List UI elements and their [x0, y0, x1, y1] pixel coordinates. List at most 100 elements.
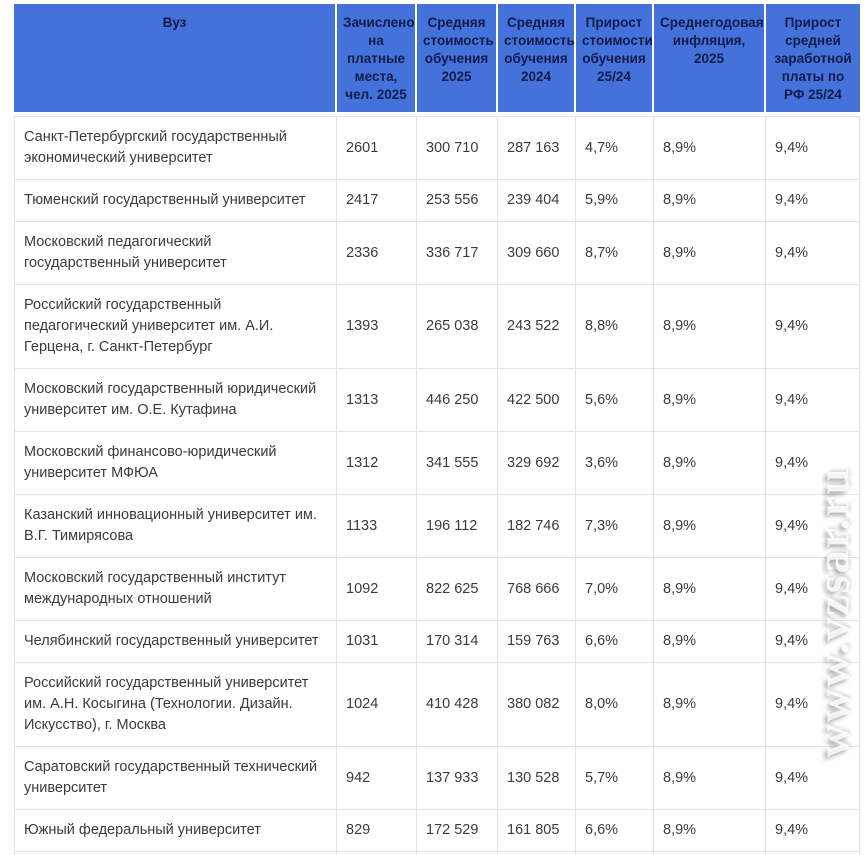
- value-cell: 182 746: [498, 495, 576, 558]
- table-row: Московский государственный институт межд…: [14, 558, 860, 621]
- university-name-cell: Саратовский государственный технический …: [14, 747, 337, 810]
- university-name-cell: Московский государственный юридический у…: [14, 369, 337, 432]
- value-cell: 8,9%: [654, 747, 766, 810]
- value-cell: 9,4%: [766, 663, 860, 747]
- value-cell: 1024: [337, 663, 417, 747]
- university-name-cell: Челябинский государственный университет: [14, 621, 337, 663]
- value-cell: 7,0%: [576, 558, 654, 621]
- value-cell: 130 528: [498, 747, 576, 810]
- header-enrolled-paid-2025: Зачислено на платные места, чел. 2025: [337, 4, 417, 116]
- value-cell: 822 625: [417, 558, 498, 621]
- university-name-cell: Российский государственный университет и…: [14, 663, 337, 747]
- value-cell: 137 933: [417, 747, 498, 810]
- value-cell: 380 082: [498, 663, 576, 747]
- value-cell: 336 717: [417, 222, 498, 285]
- tuition-table: Вуз Зачислено на платные места, чел. 202…: [14, 4, 860, 855]
- table-row: Тюменский государственный университет 241…: [14, 180, 860, 222]
- table-row: Российский государственный педагогически…: [14, 285, 860, 369]
- table-row: Московский финансово-юридический универс…: [14, 432, 860, 495]
- table-row: Челябинский государственный университет 1…: [14, 621, 860, 663]
- table-row: Московский государственный юридический у…: [14, 369, 860, 432]
- value-cell: 942: [337, 747, 417, 810]
- university-name-cell: Казанский инновационный университет им. …: [14, 495, 337, 558]
- value-cell: 4,7%: [576, 116, 654, 180]
- header-cost-growth: Прирост стоимости обучения 25/24: [576, 4, 654, 116]
- value-cell: 9,4%: [766, 222, 860, 285]
- university-name-cell: Московский государственный институт межд…: [14, 558, 337, 621]
- value-cell: 8,9%: [654, 663, 766, 747]
- value-cell: 5,7%: [576, 747, 654, 810]
- tuition-table-container: Вуз Зачислено на платные места, чел. 202…: [14, 4, 860, 855]
- university-name-cell: Санкт-Петербургский государственный экон…: [14, 116, 337, 180]
- value-cell: 8,9%: [654, 621, 766, 663]
- value-cell: 1313: [337, 369, 417, 432]
- value-cell: 287 163: [498, 116, 576, 180]
- value-cell: 309 660: [498, 222, 576, 285]
- value-cell: 8,9%: [654, 285, 766, 369]
- value-cell: 446 250: [417, 369, 498, 432]
- value-cell: 9,4%: [766, 495, 860, 558]
- value-cell: 9,4%: [766, 432, 860, 495]
- value-cell: 2417: [337, 180, 417, 222]
- value-cell: 829: [337, 810, 417, 852]
- value-cell: 329 692: [498, 432, 576, 495]
- header-avg-cost-2025: Средняя стоимость обучения 2025: [417, 4, 498, 116]
- value-cell: 8,9%: [654, 222, 766, 285]
- header-university: Вуз: [14, 4, 337, 116]
- university-name-cell: Московский финансово-юридический универс…: [14, 432, 337, 495]
- value-cell: 300 710: [417, 116, 498, 180]
- value-cell: 341 555: [417, 432, 498, 495]
- value-cell: 1031: [337, 621, 417, 663]
- value-cell: 8,9%: [654, 369, 766, 432]
- table-row: Южный федеральный университет 829 172 529 1…: [14, 810, 860, 852]
- value-cell: 5,6%: [576, 369, 654, 432]
- value-cell: 8,7%: [576, 222, 654, 285]
- value-cell: 8,9%: [654, 432, 766, 495]
- value-cell: 265 038: [417, 285, 498, 369]
- value-cell: 9,4%: [766, 621, 860, 663]
- table-row: Казанский инновационный университет им. …: [14, 495, 860, 558]
- value-cell: 7,3%: [576, 495, 654, 558]
- value-cell: 172 529: [417, 810, 498, 852]
- value-cell: 196 112: [417, 495, 498, 558]
- value-cell: 410 428: [417, 663, 498, 747]
- value-cell: 8,9%: [654, 558, 766, 621]
- value-cell: 161 805: [498, 810, 576, 852]
- value-cell: 6,6%: [576, 621, 654, 663]
- value-cell: 239 404: [498, 180, 576, 222]
- value-cell: 170 314: [417, 621, 498, 663]
- table-row: Московский педагогический государственны…: [14, 222, 860, 285]
- header-inflation-2025: Среднегодовая инфляция, 2025: [654, 4, 766, 116]
- value-cell: 2336: [337, 222, 417, 285]
- value-cell: 3,6%: [576, 432, 654, 495]
- value-cell: 6,6%: [576, 810, 654, 852]
- value-cell: 9,4%: [766, 369, 860, 432]
- value-cell: 8,8%: [576, 285, 654, 369]
- value-cell: 9,4%: [766, 285, 860, 369]
- value-cell: 243 522: [498, 285, 576, 369]
- header-salary-growth: Прирост средней заработной платы по РФ 2…: [766, 4, 860, 116]
- value-cell: 1393: [337, 285, 417, 369]
- value-cell: 8,9%: [654, 495, 766, 558]
- value-cell: 1312: [337, 432, 417, 495]
- table-header: Вуз Зачислено на платные места, чел. 202…: [14, 4, 860, 116]
- value-cell: 9,4%: [766, 810, 860, 852]
- table-row: Саратовский государственный технический …: [14, 747, 860, 810]
- value-cell: 8,9%: [654, 180, 766, 222]
- value-cell: 159 763: [498, 621, 576, 663]
- value-cell: 5,9%: [576, 180, 654, 222]
- value-cell: 9,4%: [766, 180, 860, 222]
- value-cell: 1092: [337, 558, 417, 621]
- value-cell: 253 556: [417, 180, 498, 222]
- university-name-cell: Московский педагогический государственны…: [14, 222, 337, 285]
- table-row: Российский государственный университет и…: [14, 663, 860, 747]
- table-row: Санкт-Петербургский государственный экон…: [14, 116, 860, 180]
- header-avg-cost-2024: Средняя стоимость обучения 2024: [498, 4, 576, 116]
- value-cell: 8,9%: [654, 810, 766, 852]
- header-row: Вуз Зачислено на платные места, чел. 202…: [14, 4, 860, 116]
- value-cell: 1133: [337, 495, 417, 558]
- value-cell: 768 666: [498, 558, 576, 621]
- university-name-cell: Южный федеральный университет: [14, 810, 337, 852]
- value-cell: 2601: [337, 116, 417, 180]
- value-cell: 422 500: [498, 369, 576, 432]
